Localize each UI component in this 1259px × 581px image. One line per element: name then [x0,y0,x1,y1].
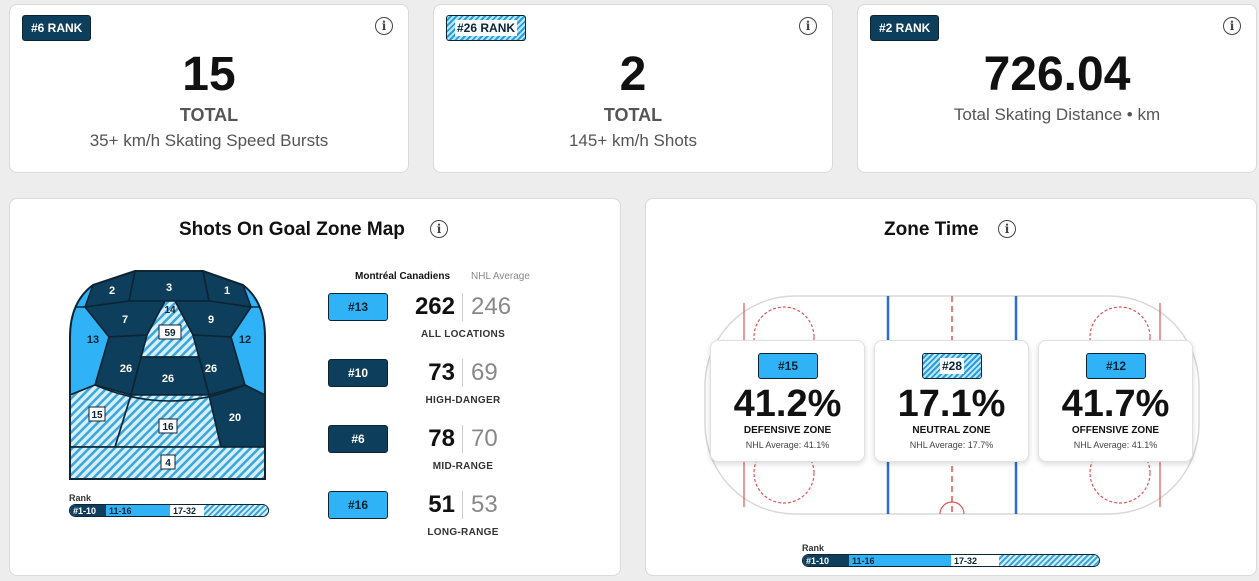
legend-rank-11-16: 11-16 [849,555,951,566]
row-value: 262 [414,293,455,320]
zone-nhl-average: NHL Average: 41.1% [1073,440,1158,450]
zone-label-2: 2 [109,285,115,297]
info-icon[interactable]: i [799,17,817,35]
row-rank-badge: #13 [328,293,388,321]
zone-label-7: 7 [122,314,128,326]
rank-badge: #2 RANK [870,15,940,41]
stat-value: 15 [182,48,236,101]
zone-name: NEUTRAL ZONE [912,425,991,436]
zone-name: DEFENSIVE ZONE [743,425,832,436]
info-icon[interactable]: i [1223,17,1241,35]
stat-label: TOTAL [603,105,663,125]
rank-badge: #26 RANK [446,15,527,41]
row-label: MID-RANGE [432,461,494,472]
shots-on-goal-panel: Shots On Goal Zone Map i [9,198,621,576]
info-icon[interactable]: i [998,220,1016,238]
row-rank-badge: #6 [328,425,388,453]
stat-label: TOTAL [179,105,239,125]
legend-rank-17-32: 17-32 [170,505,204,516]
zone-percentage: 17.1% [897,383,1006,425]
row-nhl-average: 246 [471,293,512,320]
zone-card-defensive: #15 41.2% DEFENSIVE ZONE NHL Average: 41… [710,340,865,462]
zone-rank-badge: #12 [1086,353,1146,379]
zone-label-4: 4 [165,458,171,469]
zone-label-59: 59 [164,328,176,339]
zone-label-1: 1 [224,285,230,297]
nhl-average-header: NHL Average [471,271,530,282]
zone-label-3: 3 [166,282,172,294]
row-label: ALL LOCATIONS [420,329,506,340]
legend-rank-11-16: 11-16 [106,505,170,516]
row-label: HIGH-DANGER [425,395,501,406]
rank-badge-text: #26 RANK [455,20,518,36]
team-header: Montréal Canadiens [355,271,451,282]
row-divider [462,425,463,453]
zone-rank-badge-text: #28 [939,358,965,374]
zone-label-12: 12 [239,334,251,346]
zone-card-neutral: #28 17.1% NEUTRAL ZONE NHL Average: 17.7… [874,340,1029,462]
zone-time-panel: Zone Time i #15 41.2% DEFENSIVE ZONE NHL… [645,198,1257,576]
row-value: 78 [428,425,455,452]
panel-title: Shots On Goal Zone Map [179,219,405,240]
stat-description: Total Skating Distance • km [953,105,1161,124]
zone-name: OFFENSIVE ZONE [1071,425,1160,436]
row-rank-badge: #10 [328,359,388,387]
zone-percentage: 41.7% [1061,383,1170,425]
row-rank-badge: #16 [328,491,388,519]
stat-value: 726.04 [983,48,1131,101]
zone-rank-badge: #28 [922,353,982,379]
legend-hatch [204,505,268,516]
stat-card-skating-distance: #2 RANK i 726.04 Total Skating Distance … [857,4,1257,173]
stat-description: 145+ km/h Shots [568,131,698,150]
zone-card-offensive: #12 41.7% OFFENSIVE ZONE NHL Average: 41… [1038,340,1193,462]
row-divider [462,359,463,387]
row-divider [462,491,463,519]
legend-hatch [999,555,1099,566]
zone-rank-badge: #15 [758,353,818,379]
row-nhl-average: 70 [471,425,498,452]
rank-legend: #1-10 11-16 17-32 [69,504,269,517]
info-icon[interactable]: i [430,220,448,238]
legend-rank-17-32: 17-32 [951,555,999,566]
zone-percentage: 41.2% [733,383,842,425]
zone-label-15: 15 [91,410,103,421]
zone-label-16: 16 [162,422,174,433]
info-icon[interactable]: i [375,17,393,35]
zone-map: 3 2 1 7 9 14 59 13 12 26 26 26 15 16 20 … [69,270,266,480]
row-nhl-average: 53 [471,491,498,518]
zone-nhl-average: NHL Average: 41.1% [745,440,830,450]
row-divider [462,293,463,321]
legend-title: Rank [802,543,825,553]
stat-card-speed-bursts: #6 RANK i 15 TOTAL 35+ km/h Skating Spee… [9,4,409,173]
legend-rank-1-10: #1-10 [70,505,106,516]
stat-description: 35+ km/h Skating Speed Bursts [89,131,329,150]
zone-label-14: 14 [164,305,176,316]
stat-value: 2 [619,48,647,101]
stat-card-fast-shots: #26 RANK i 2 TOTAL 145+ km/h Shots [433,4,833,173]
legend-rank-1-10: #1-10 [803,555,849,566]
row-value: 73 [428,359,455,386]
row-nhl-average: 69 [471,359,498,386]
zone-label-20: 20 [229,412,241,424]
row-value: 51 [428,491,455,518]
rank-legend: #1-10 11-16 17-32 [802,554,1100,567]
zone-label-13: 13 [87,334,99,346]
zone-nhl-average: NHL Average: 17.7% [909,440,994,450]
zone-label-26-left: 26 [120,363,132,375]
row-label: LONG-RANGE [427,527,499,538]
rank-badge: #6 RANK [22,15,92,41]
zone-label-26-right: 26 [205,363,217,375]
zone-label-26-center: 26 [162,373,174,385]
zone-label-9: 9 [208,314,214,326]
panel-title: Zone Time [884,219,979,240]
legend-title: Rank [69,493,92,503]
